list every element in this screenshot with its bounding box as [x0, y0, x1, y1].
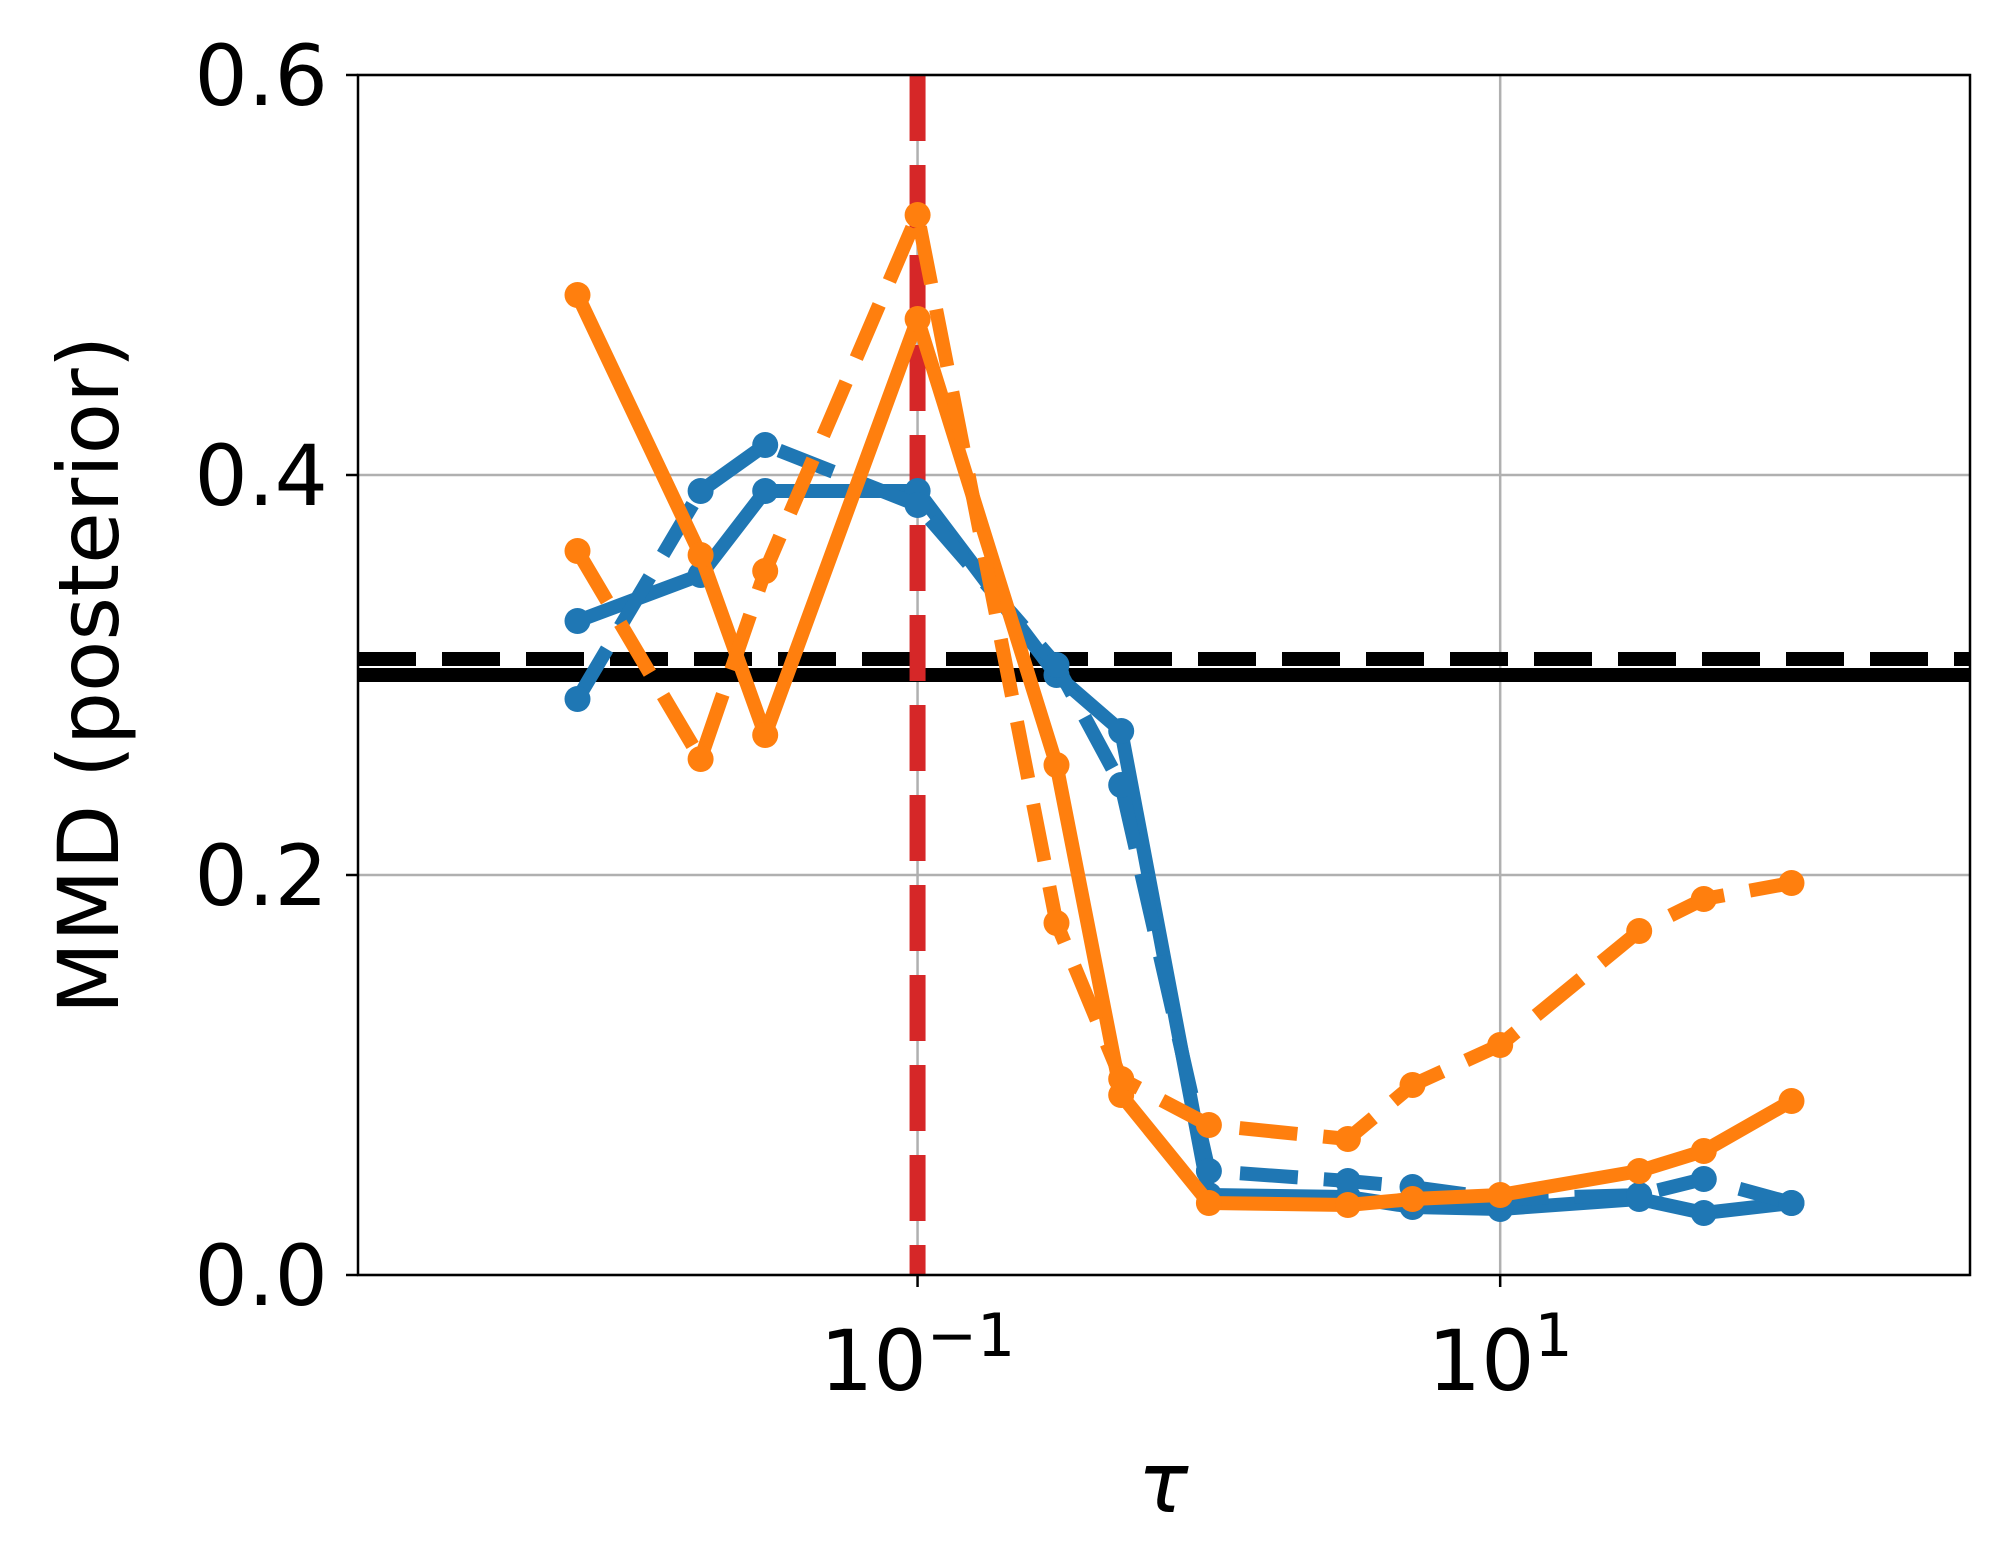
data-point: [1487, 1032, 1514, 1058]
data-point: [1626, 918, 1653, 944]
y-tick-label: 0.2: [194, 827, 328, 925]
data-point: [1399, 1186, 1426, 1212]
series-group: [564, 202, 1805, 1226]
data-point: [1690, 1166, 1717, 1192]
data-point: [1334, 1168, 1361, 1194]
y-tick-label: 0.0: [194, 1227, 328, 1325]
y-tick-label: 0.6: [194, 27, 328, 125]
data-point: [1626, 1182, 1653, 1208]
series-3: [564, 202, 1805, 1152]
data-point: [1195, 1112, 1222, 1138]
data-point: [1334, 1126, 1361, 1152]
data-point: [687, 542, 714, 568]
data-point: [904, 492, 931, 518]
y-tick-label: 0.4: [194, 427, 328, 525]
data-point: [1043, 652, 1070, 678]
data-point: [1108, 1066, 1135, 1092]
data-point: [1778, 870, 1805, 896]
data-point: [1690, 886, 1717, 912]
data-point: [1108, 718, 1135, 744]
data-point: [1043, 752, 1070, 778]
data-point: [687, 746, 714, 772]
data-point: [687, 478, 714, 504]
tick-labels: 0.0 0.2 0.4 0.6 10−1 101: [194, 27, 1572, 1410]
series-2: [564, 282, 1805, 1218]
data-point: [1487, 1182, 1514, 1208]
data-point: [752, 432, 779, 458]
plot-frame: [356, 73, 1972, 1277]
data-point: [564, 282, 591, 308]
data-point: [1778, 1190, 1805, 1216]
data-point: [752, 722, 779, 748]
x-tick-label: 10−1: [820, 1301, 1015, 1410]
y-axis-label: MMD (posterior): [40, 336, 138, 1015]
data-point: [1195, 1190, 1222, 1216]
tick-marks: [346, 73, 1502, 1287]
data-point: [1043, 910, 1070, 936]
data-point: [904, 202, 931, 228]
x-tick-label: 101: [1428, 1301, 1573, 1410]
data-point: [752, 558, 779, 584]
data-point: [564, 686, 591, 712]
data-point: [1626, 1158, 1653, 1184]
reference-lines: [358, 75, 1970, 1275]
data-point: [1195, 1158, 1222, 1184]
data-point: [1108, 772, 1135, 798]
data-point: [904, 306, 931, 332]
data-point: [1399, 1072, 1426, 1098]
data-point: [564, 538, 591, 564]
data-point: [1778, 1088, 1805, 1114]
data-point: [752, 478, 779, 504]
data-point: [564, 608, 591, 634]
x-axis-label: τ: [1138, 1434, 1189, 1532]
data-point: [1690, 1200, 1717, 1226]
data-point: [1334, 1192, 1361, 1218]
data-point: [1690, 1138, 1717, 1164]
